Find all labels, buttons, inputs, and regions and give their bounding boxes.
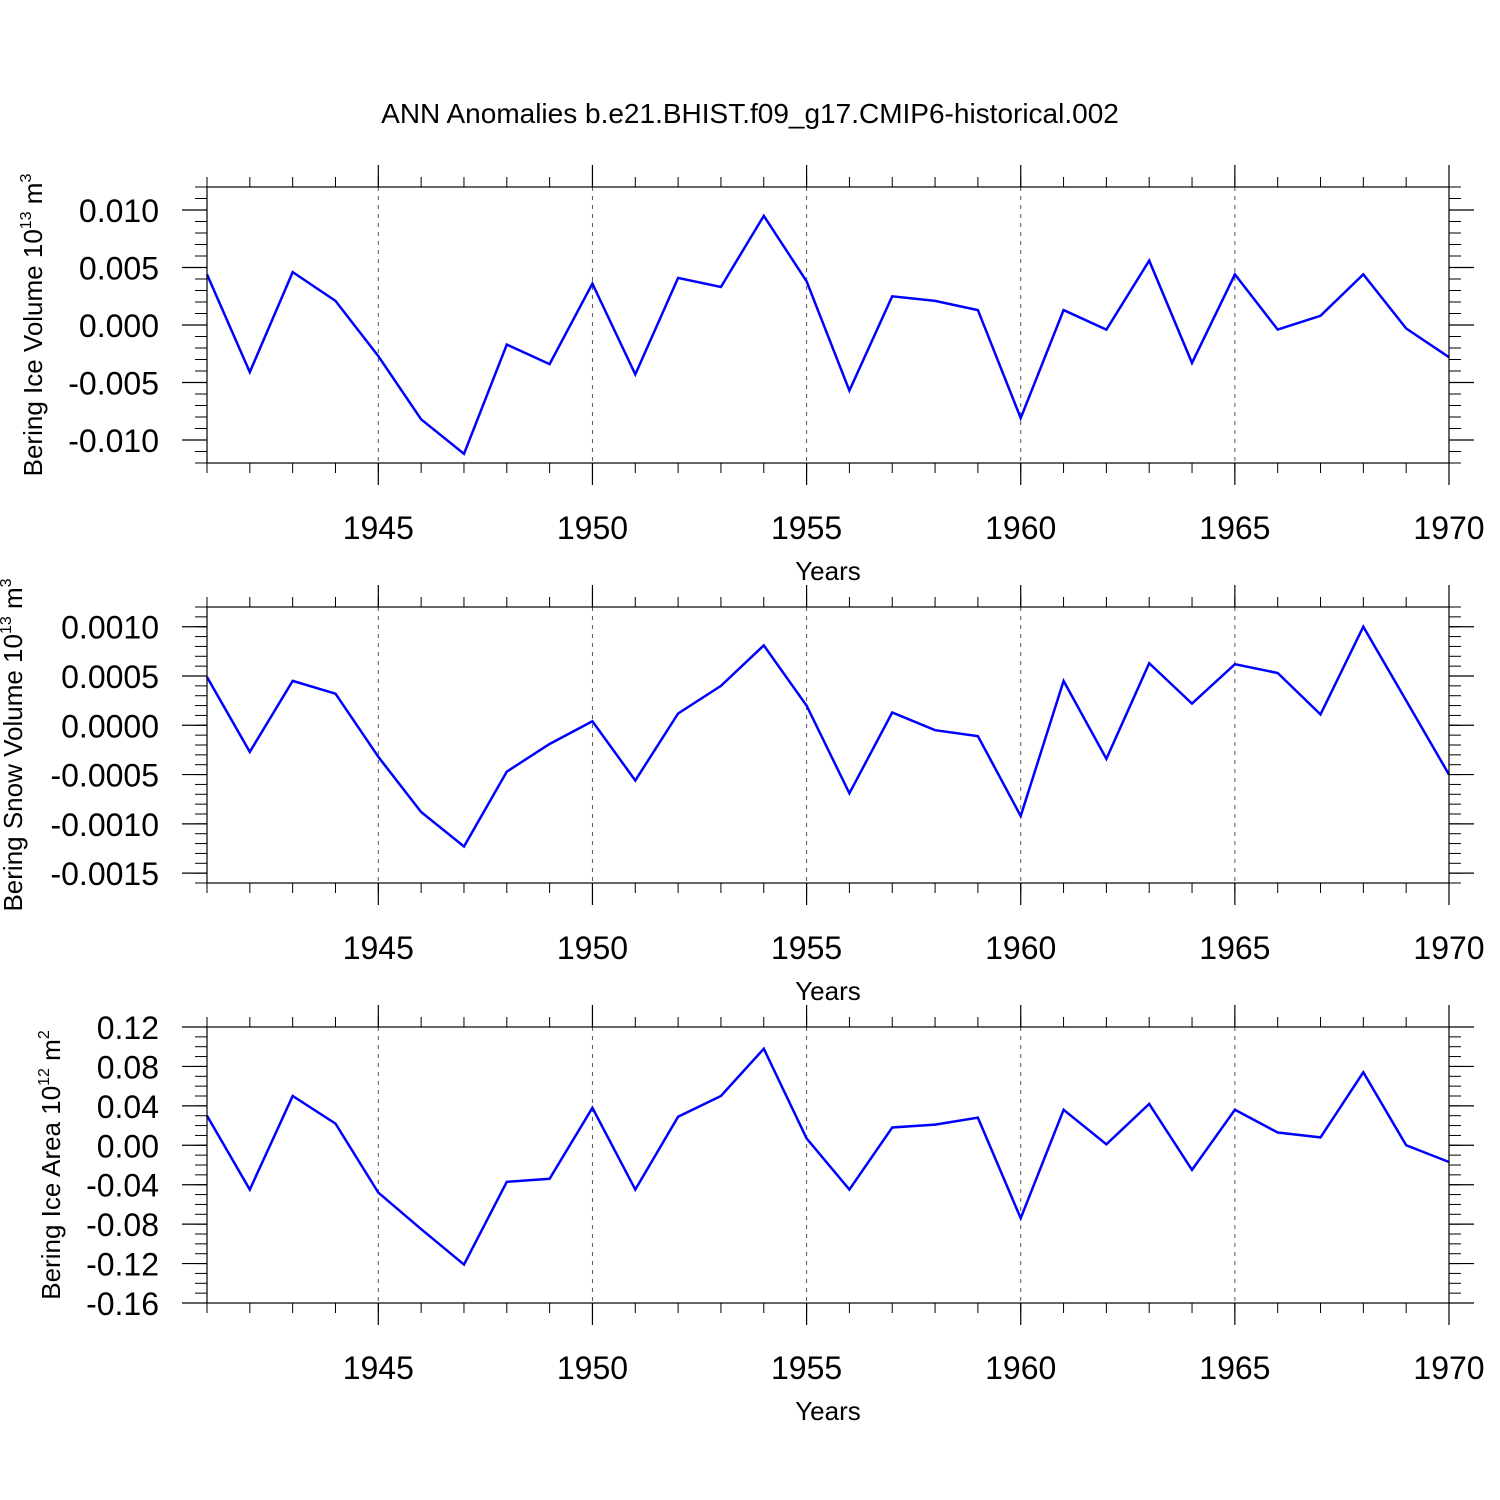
x-tick-label: 1955	[771, 510, 842, 546]
y-tick-label: 0.000	[79, 308, 159, 344]
y-axis-label: Bering Snow Volume 1013 m3	[0, 578, 28, 911]
x-tick-label: 1945	[343, 930, 414, 966]
x-tick-label: 1970	[1413, 930, 1484, 966]
x-tick-label: 1960	[985, 510, 1056, 546]
y-tick-label: 0.0000	[61, 708, 159, 744]
y-tick-label: 0.00	[97, 1128, 159, 1164]
panel-1: 1945 1950 1955 1960 1965 1970 0.010 0.005 0.000 -…	[18, 165, 1485, 586]
series-line	[205, 624, 1451, 849]
y-tick-label: -0.16	[86, 1286, 159, 1322]
y-tick-label: 0.010	[79, 193, 159, 229]
y-tick-label: 0.08	[97, 1049, 159, 1085]
y-axis-label: Bering Ice Area 1012 m2	[36, 1030, 66, 1300]
x-tick-label: 1960	[985, 1350, 1056, 1386]
series-line	[205, 1046, 1450, 1267]
y-tick-label: 0.005	[79, 251, 159, 287]
x-tick-label: 1950	[557, 930, 628, 966]
x-tick-label: 1950	[557, 510, 628, 546]
x-axis-label: Years	[795, 556, 861, 586]
x-axis-label: Years	[795, 1396, 861, 1426]
panel-2: 1945 1950 1955 1960 1965 1970 0.0010 0.0005 0.00…	[0, 578, 1485, 1006]
y-tick-label: 0.0005	[61, 659, 159, 695]
y-tick-label: 0.0010	[61, 610, 159, 646]
y-tick-label: -0.08	[86, 1207, 159, 1243]
x-tick-label: 1970	[1413, 1350, 1484, 1386]
x-tick-label: 1965	[1199, 510, 1270, 546]
x-tick-label: 1965	[1199, 930, 1270, 966]
x-axis-label: Years	[795, 976, 861, 1006]
y-tick-label: -0.005	[68, 366, 159, 402]
x-tick-label: 1955	[771, 1350, 842, 1386]
y-tick-label: 0.12	[97, 1010, 159, 1046]
x-tick-label: 1955	[771, 930, 842, 966]
x-tick-label: 1945	[343, 1350, 414, 1386]
x-tick-label: 1950	[557, 1350, 628, 1386]
y-tick-label: 0.04	[97, 1089, 159, 1125]
x-tick-label: 1965	[1199, 1350, 1270, 1386]
y-tick-label: -0.0015	[50, 856, 159, 892]
x-tick-label: 1970	[1413, 510, 1484, 546]
x-tick-label: 1960	[985, 930, 1056, 966]
y-tick-label: -0.010	[68, 423, 159, 459]
y-axis-label: Bering Ice Volume 1013 m3	[18, 174, 48, 477]
panel-3: 1945 1950 1955 1960 1965 1970 0.120.08 0.040.00…	[36, 1005, 1485, 1426]
chart-title: ANN Anomalies b.e21.BHIST.f09_g17.CMIP6-…	[381, 98, 1119, 129]
y-tick-label: -0.04	[86, 1168, 159, 1204]
y-tick-label: -0.0005	[50, 758, 159, 794]
series-line	[205, 213, 1450, 456]
panels: 1945 1950 1955 1960 1965 1970 0.010 0.005 0.000 -…	[0, 165, 1485, 1426]
x-tick-label: 1945	[343, 510, 414, 546]
y-tick-label: -0.12	[86, 1247, 159, 1283]
y-tick-label: -0.0010	[50, 807, 159, 843]
